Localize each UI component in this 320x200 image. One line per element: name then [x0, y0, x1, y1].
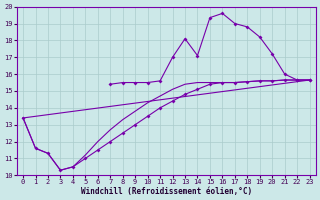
- X-axis label: Windchill (Refroidissement éolien,°C): Windchill (Refroidissement éolien,°C): [81, 187, 252, 196]
